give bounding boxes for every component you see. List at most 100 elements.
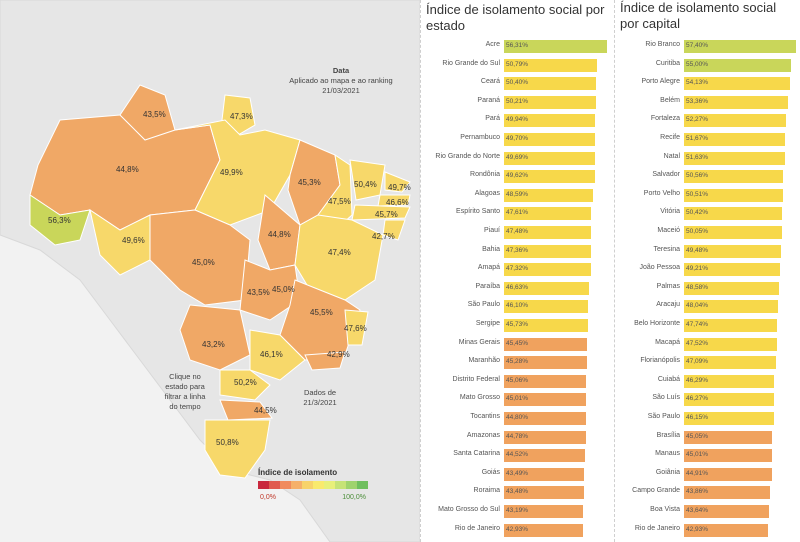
state-label-es: 47,6% [344, 324, 367, 333]
state-ranking-title: Índice de isolamento social por estado [426, 2, 616, 34]
state-ranking-panel: Índice de isolamento social por estado A… [422, 0, 612, 542]
ranking-row-bar: 44,52% [504, 449, 585, 463]
legend-swatch [324, 481, 335, 489]
ranking-row[interactable]: Cuiabá 46,29% [616, 374, 800, 388]
ranking-row-value: 49,62% [506, 172, 529, 180]
ranking-row-value: 45,06% [506, 376, 529, 384]
state-pb[interactable] [377, 194, 411, 207]
ranking-row[interactable]: Rio de Janeiro 42,93% [616, 523, 800, 537]
ranking-row[interactable]: Amapá 47,32% [422, 263, 612, 277]
ranking-row[interactable]: Alagoas 48,59% [422, 188, 612, 202]
ranking-row[interactable]: Amazonas 44,78% [422, 430, 612, 444]
ranking-row-value: 46,27% [686, 395, 709, 403]
ranking-row[interactable]: Goiás 43,49% [422, 467, 612, 481]
ranking-row[interactable]: Boa Vista 43,64% [616, 505, 800, 518]
ranking-row-label: Curitiba [655, 59, 680, 67]
panel-divider [420, 0, 422, 542]
ranking-row[interactable]: Rondônia 49,62% [422, 170, 612, 184]
ranking-row[interactable]: Curitiba 55,00% [616, 58, 800, 72]
ranking-row[interactable]: Aracaju 48,04% [616, 300, 800, 314]
state-rs[interactable] [204, 419, 271, 479]
ranking-row[interactable]: Recife 51,67% [616, 133, 800, 146]
state-es[interactable] [344, 309, 369, 346]
ranking-row-label: Mato Grosso do Sul [438, 506, 500, 513]
ranking-row[interactable]: Manaus 45,01% [616, 449, 800, 463]
ranking-row[interactable]: Paraná 50,21% [422, 95, 612, 109]
legend-swatch [291, 481, 302, 489]
ranking-row[interactable]: Florianópolis 47,09% [616, 356, 800, 370]
ranking-row[interactable]: Rio de Janeiro 42,93% [422, 523, 612, 537]
ranking-row-bar: 50,21% [504, 95, 596, 109]
ranking-row[interactable]: João Pessoa 49,21% [616, 263, 800, 277]
ranking-row[interactable]: Sergipe 45,73% [422, 319, 612, 332]
ranking-row-label: Florianópolis [640, 357, 680, 365]
ranking-row[interactable]: Natal 51,63% [616, 151, 800, 165]
ranking-row[interactable]: Espírito Santo 47,61% [422, 207, 612, 221]
ranking-row[interactable]: Goiânia 44,91% [616, 467, 800, 481]
ranking-row[interactable]: Macapá 47,52% [616, 337, 800, 351]
ranking-row[interactable]: Palmas 48,58% [616, 281, 800, 295]
ranking-row[interactable]: Acre 56,31% [422, 40, 612, 53]
ranking-row[interactable]: Ceará 50,40% [422, 77, 612, 91]
ranking-row[interactable]: Rio Grande do Norte 49,69% [422, 151, 612, 165]
ranking-row[interactable]: Paraíba 46,63% [422, 281, 612, 295]
ranking-row[interactable]: Pará 49,94% [422, 114, 612, 128]
state-sc[interactable] [219, 399, 273, 421]
ranking-row[interactable]: Vitória 50,42% [616, 207, 800, 221]
ranking-row[interactable]: Belo Horizonte 47,74% [616, 319, 800, 332]
ranking-row[interactable]: Mato Grosso 45,01% [422, 393, 612, 407]
state-pe[interactable] [351, 204, 411, 221]
ranking-row[interactable]: Maceió 50,05% [616, 226, 800, 239]
state-label-mg: 45,5% [310, 308, 333, 317]
ranking-row-bar: 48,04% [684, 300, 778, 314]
ranking-row[interactable]: Belém 53,36% [616, 95, 800, 109]
ranking-row[interactable]: Campo Grande 43,86% [616, 486, 800, 500]
state-al-se[interactable] [382, 219, 406, 241]
ranking-row[interactable]: Fortaleza 52,27% [616, 114, 800, 128]
ranking-row-bar: 57,40% [684, 40, 796, 53]
ranking-row-label: Alagoas [474, 189, 500, 197]
ranking-row-bar: 55,00% [684, 58, 791, 72]
ranking-row[interactable]: Teresina 49,48% [616, 244, 800, 258]
ranking-row[interactable]: Minas Gerais 45,45% [422, 337, 612, 351]
ranking-row[interactable]: Salvador 50,56% [616, 170, 800, 184]
ranking-row[interactable]: Porto Alegre 54,13% [616, 77, 800, 91]
ranking-row-bar: 53,36% [684, 95, 788, 109]
ranking-row[interactable]: São Paulo 46,10% [422, 300, 612, 314]
ranking-row-bar: 50,79% [504, 58, 597, 72]
state-pr[interactable] [219, 369, 271, 401]
ranking-row-bar: 49,94% [504, 114, 595, 128]
ranking-row[interactable]: São Luís 46,27% [616, 393, 800, 407]
ranking-row-value: 45,28% [506, 358, 529, 366]
state-label-se: 42,7% [372, 232, 395, 241]
ranking-row-label: Palmas [656, 282, 680, 290]
ranking-row-bar: 42,93% [684, 523, 768, 537]
state-label-rr: 43,5% [143, 110, 166, 119]
state-rj[interactable] [304, 351, 346, 371]
color-legend: Índice de isolamento 0,0% 100,0% [258, 468, 368, 501]
ranking-row[interactable]: Maranhão 45,28% [422, 356, 612, 370]
ranking-row-bar: 46,15% [684, 412, 774, 425]
state-ac[interactable] [29, 194, 91, 246]
brazil-map[interactable] [0, 0, 420, 542]
ranking-row[interactable]: Porto Velho 50,51% [616, 188, 800, 202]
state-ms[interactable] [179, 304, 251, 371]
ranking-row[interactable]: Rio Branco 57,40% [616, 40, 800, 53]
ranking-row-label: Aracaju [656, 301, 680, 309]
ranking-row[interactable]: Distrito Federal 45,06% [422, 374, 612, 388]
ranking-row[interactable]: São Paulo 46,15% [616, 412, 800, 425]
state-rn[interactable] [384, 171, 411, 193]
ranking-row[interactable]: Bahia 47,36% [422, 244, 612, 258]
ranking-row-bar: 49,48% [684, 244, 781, 258]
ranking-row[interactable]: Rio Grande do Sul 50,79% [422, 58, 612, 72]
ranking-row-label: Goiás [481, 468, 500, 476]
ranking-row[interactable]: Pernambuco 49,70% [422, 133, 612, 146]
ranking-row[interactable]: Santa Catarina 44,52% [422, 449, 612, 463]
click-hint-note: Clique no estado para filtrar a linha do… [145, 372, 225, 412]
ranking-row[interactable]: Piauí 47,48% [422, 226, 612, 239]
ranking-row[interactable]: Mato Grosso do Sul 43,19% [422, 505, 612, 518]
ranking-row[interactable]: Roraima 43,48% [422, 486, 612, 500]
ranking-row[interactable]: Brasília 45,05% [616, 430, 800, 444]
ranking-row[interactable]: Tocantins 44,80% [422, 412, 612, 425]
state-sp[interactable] [249, 329, 306, 381]
